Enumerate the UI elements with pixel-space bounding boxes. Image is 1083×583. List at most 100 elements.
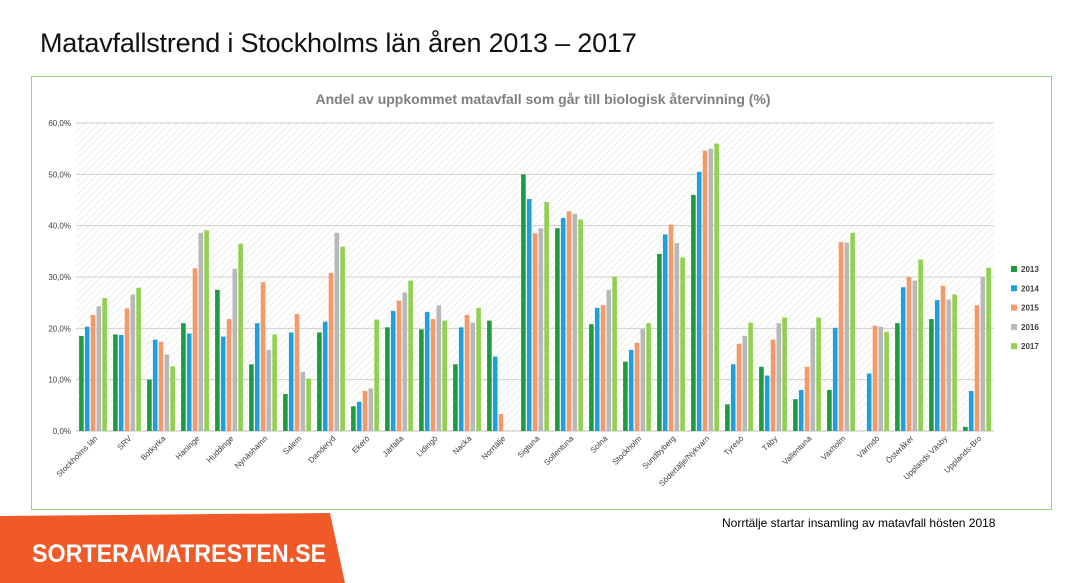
bar [102,298,107,431]
bar [912,280,918,431]
bar [130,294,136,431]
x-tick-label: Vallentuna [781,434,814,467]
bar [759,366,764,431]
bar [113,334,118,431]
bar [668,224,674,431]
legend-label: 2017 [1021,342,1039,351]
bar [578,219,583,431]
legend-label: 2013 [1021,265,1039,274]
bar [900,287,906,431]
bar [566,211,572,431]
bar [816,317,821,431]
bar [164,354,170,431]
bar [368,388,374,431]
chart-frame: Andel av uppkommet matavfall som går til… [31,76,1052,510]
bar [492,356,498,431]
bar [374,319,379,431]
bar [300,371,306,431]
x-tick-label: Danderyd [307,434,338,465]
bar [283,394,288,431]
bar [458,327,464,431]
bar [986,267,991,431]
y-tick-label: 20,0% [48,324,71,333]
bar [328,272,334,431]
bar [79,336,84,431]
slide-title: Matavfallstrend i Stockholms län åren 20… [40,28,637,58]
brand-banner-shape [0,513,345,583]
bar [294,313,300,431]
legend-swatch [1011,304,1017,311]
bar [215,289,220,431]
bar [850,232,855,431]
bar [306,378,311,431]
bar [186,333,192,431]
bar [136,287,141,431]
y-tick-label: 40,0% [48,222,71,231]
x-tick-label: Täby [760,434,779,453]
x-tick-label: Nacka [451,434,474,457]
bar [192,268,198,431]
bar [498,414,504,431]
bar [351,406,356,431]
bar [487,320,492,431]
bar [884,331,889,431]
bar [798,389,804,431]
bar [968,390,974,431]
bar [895,323,900,431]
bar [436,305,442,431]
x-tick-label: Norrtälje [480,434,508,462]
x-tick-label: Vaxholm [819,434,847,462]
x-tick-label: Österåker [884,434,915,465]
bar [662,234,668,431]
bar [317,332,322,431]
bar [770,339,776,431]
bar [838,242,844,431]
bar [181,323,186,431]
bar [334,232,340,431]
bar [249,364,254,431]
bar [657,253,662,431]
legend-swatch [1011,266,1017,272]
bar [730,364,736,431]
y-tick-label: 10,0% [48,376,71,385]
y-tick-label: 0,0% [53,427,71,436]
x-tick-label: Huddinge [205,434,236,465]
bar [702,150,708,431]
bar [793,399,798,431]
bar [634,342,640,431]
x-tick-label: Stockholms län [55,434,100,479]
x-tick-label: Ekerö [350,434,372,456]
bar [226,319,232,431]
bar [708,148,714,432]
legend-label: 2016 [1021,323,1039,332]
bar [572,213,578,431]
x-tick-label: Järfälla [381,434,406,459]
bar [538,228,544,431]
x-tick-label: SRV [116,434,134,452]
bar [742,336,748,431]
bar [640,328,646,431]
bar [832,327,838,431]
bar [866,373,872,431]
bar [623,361,628,431]
x-tick-label: Nynäshamn [233,434,270,471]
y-tick-label: 30,0% [48,273,71,282]
brand-banner[interactable] [0,513,345,583]
bar [198,232,204,431]
bar [628,349,634,431]
bar [453,364,458,431]
bar [266,349,272,431]
x-tick-label: Tyresö [722,434,746,458]
bar [646,323,651,431]
legend-swatch [1011,285,1017,292]
bar [782,317,787,431]
bar [691,194,696,431]
bar [260,282,266,431]
brand-logo-text[interactable]: SORTERAMATRESTEN.SE [32,540,327,568]
bar [952,294,957,431]
bar [402,292,408,431]
x-tick-label: Solna [589,434,610,455]
bar [232,268,238,431]
bar [980,277,986,431]
bar [340,246,345,431]
